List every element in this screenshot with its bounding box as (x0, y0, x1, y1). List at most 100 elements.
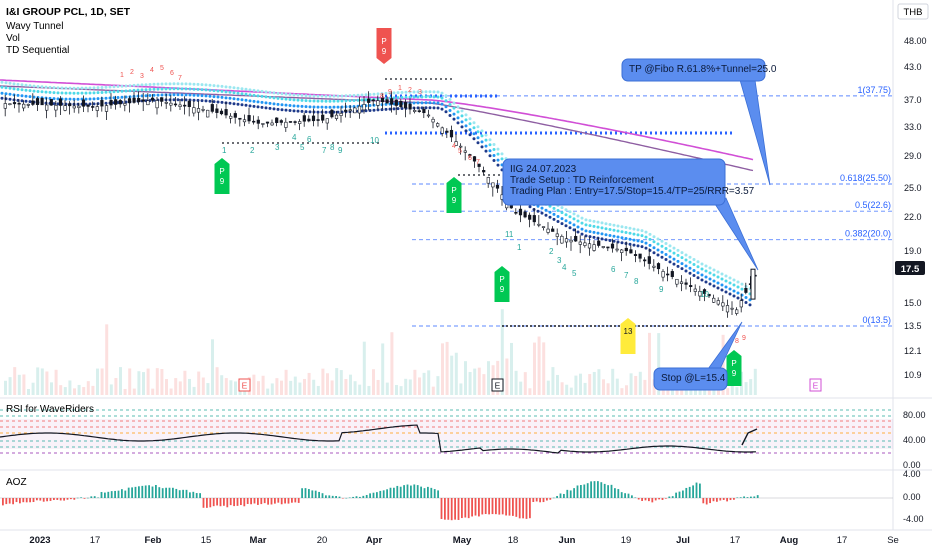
time-tick: May (453, 535, 472, 546)
tunnel-dot (304, 94, 308, 98)
aoz-bar (484, 498, 487, 515)
tunnel-dot (224, 96, 228, 100)
tunnel-dot (652, 235, 656, 239)
tunnel-dot (116, 85, 120, 89)
tunnel-dot (668, 249, 672, 253)
aoz-bar (508, 498, 511, 516)
aoz-bar (206, 498, 208, 508)
aoz-bar (546, 498, 548, 501)
tunnel-dot (120, 84, 124, 88)
aoz-bar (172, 487, 174, 498)
currency-badge[interactable] (897, 3, 929, 20)
tunnel-dot (600, 226, 604, 230)
volume-bar (36, 367, 40, 395)
tunnel-dot (424, 101, 428, 105)
candle-body (311, 115, 316, 122)
tunnel-dot (420, 95, 424, 99)
tunnel-dot (472, 121, 476, 125)
td-count-red: 5 (458, 148, 462, 155)
aoz-bar (22, 498, 25, 503)
aoz-bar (223, 498, 225, 506)
tunnel-dot (172, 87, 176, 91)
tunnel-dot (8, 97, 12, 101)
tunnel-dot (644, 241, 648, 245)
candle-body (22, 103, 26, 109)
tunnel-dot (72, 91, 76, 95)
volume-bar (270, 383, 274, 395)
aoz-bar (665, 498, 667, 499)
tunnel-dot (336, 110, 340, 114)
td-count-green: 6 (307, 135, 312, 144)
indicator-wavy-tunnel[interactable]: Wavy Tunnel (6, 21, 63, 32)
tunnel-dot (0, 91, 4, 95)
volume-bar (505, 358, 509, 395)
aoz-bar (325, 495, 327, 498)
volume-bar (418, 377, 421, 395)
aoz-bar (114, 490, 116, 498)
volume-bar (73, 388, 76, 395)
tunnel-dot (0, 80, 4, 84)
tunnel-dot (664, 258, 668, 262)
candle-body (735, 309, 739, 314)
candle-body (624, 247, 628, 252)
tunnel-dot (724, 279, 728, 283)
tunnel-dot (144, 94, 148, 98)
tunnel-dot (92, 91, 96, 95)
tunnel-dot (444, 105, 448, 109)
tunnel-dot (332, 99, 336, 103)
tunnel-dot (404, 95, 408, 99)
candle-body (224, 109, 228, 116)
tunnel-dot (696, 271, 700, 275)
aoz-bar (70, 498, 72, 500)
volume-bar (395, 384, 398, 395)
tunnel-dot (712, 268, 716, 272)
aoz-bar (518, 498, 521, 519)
tunnel-dot (540, 211, 544, 215)
aoz-bar (131, 487, 133, 498)
aoz-bar (631, 495, 633, 498)
tunnel-dot (568, 210, 572, 214)
aoz-bar (63, 498, 65, 501)
aoz-bar (590, 481, 592, 498)
indicator-vol[interactable]: Vol (6, 33, 20, 44)
volume-bar (142, 372, 145, 395)
price-tick: 12.1 (904, 346, 922, 356)
tunnel-dot (584, 218, 588, 222)
tunnel-dot (452, 101, 456, 105)
candle-body (495, 184, 500, 189)
volume-bar (105, 324, 109, 395)
tunnel-dot (436, 95, 440, 99)
tunnel-dot (356, 98, 360, 102)
aoz-bar (42, 498, 45, 502)
td-count-green: 5 (300, 143, 305, 152)
candle-body (8, 103, 12, 105)
aoz-title[interactable]: AOZ (6, 477, 27, 488)
tunnel-dot (0, 85, 4, 89)
volume-bar (349, 374, 352, 395)
tunnel-dot (396, 107, 400, 111)
tunnel-dot (256, 89, 260, 93)
volume-bar (114, 378, 118, 395)
td-count-green: 7 (322, 146, 327, 155)
aoz-bar (750, 496, 752, 498)
tunnel-dot (464, 118, 468, 122)
tunnel-dot (20, 99, 24, 103)
earnings-marker (238, 378, 251, 392)
volume-bar (390, 332, 394, 395)
volume-bar (188, 378, 191, 395)
tunnel-dot (676, 253, 680, 257)
aoz-bar (308, 489, 310, 498)
volume-bar (657, 333, 661, 395)
aoz-bar (685, 487, 688, 498)
rsi-title[interactable]: RSI for WaveRiders (6, 404, 94, 415)
tunnel-dot (348, 94, 352, 98)
volume-bar (298, 382, 302, 395)
tunnel-dot (748, 303, 752, 307)
volume-bar (408, 379, 412, 395)
indicator-td-sequential[interactable]: TD Sequential (6, 45, 69, 56)
aoz-bar (19, 498, 21, 504)
candle-body (546, 228, 550, 233)
aoz-bar (597, 481, 599, 498)
tunnel-dot (108, 85, 112, 89)
